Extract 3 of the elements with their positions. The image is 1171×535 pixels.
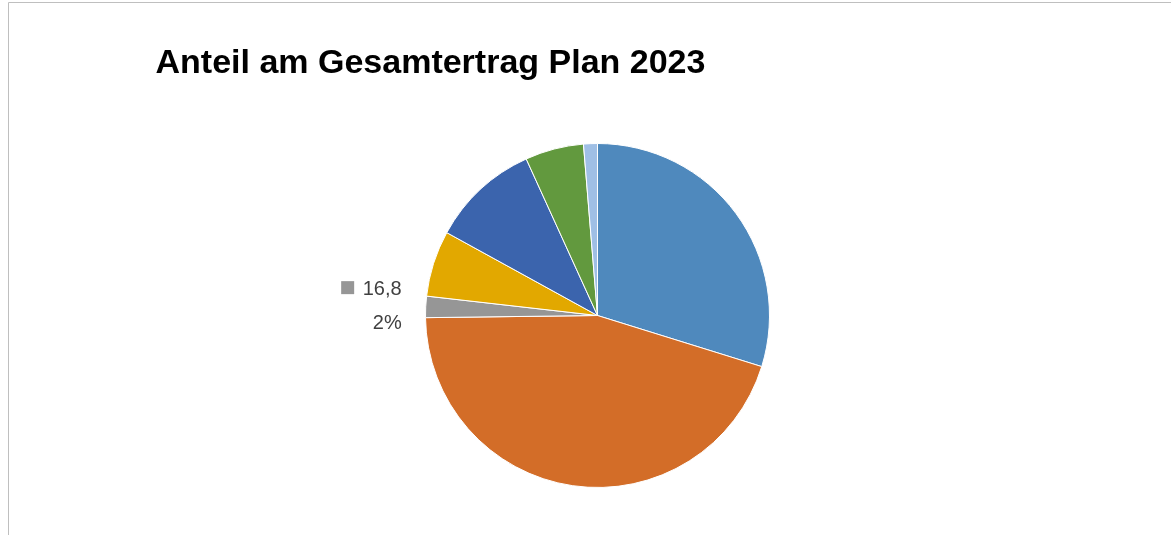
chart-title: Anteil am Gesamtertrag Plan 2023 (155, 41, 706, 80)
legend-label: 16,8 (362, 276, 402, 299)
data-label: 2% (372, 310, 402, 333)
